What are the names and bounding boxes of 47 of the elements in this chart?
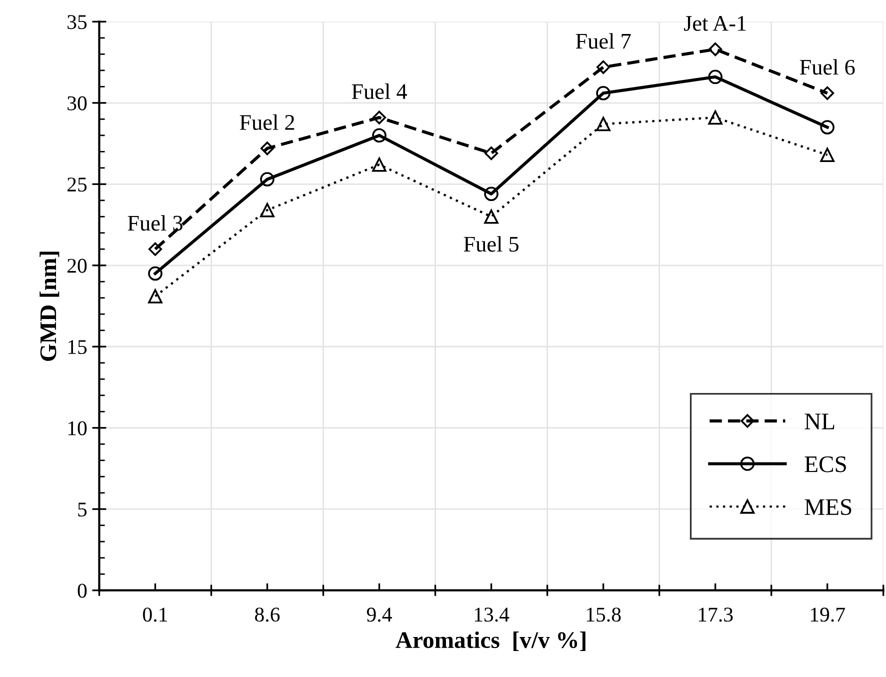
x-tick-label: 19.7 — [810, 608, 845, 622]
point — [820, 148, 834, 162]
x-tick-label: 0.1 — [143, 608, 168, 622]
x-tick-label: 17.3 — [698, 608, 733, 622]
legend-label: NL — [804, 414, 834, 430]
y-tick-label: 30 — [68, 96, 87, 110]
point — [484, 186, 498, 202]
point — [820, 120, 834, 134]
point — [260, 172, 274, 186]
annotation: Jet A-1 — [684, 16, 746, 31]
point — [708, 110, 722, 125]
y-tick-label: 25 — [68, 178, 87, 192]
annotation: Fuel 6 — [800, 59, 855, 75]
point — [260, 142, 274, 156]
point — [372, 110, 386, 124]
x-tick-label: 15.8 — [586, 608, 621, 622]
point — [260, 202, 274, 218]
x-tick-label: 9.4 — [366, 608, 392, 622]
annotation: Fuel 7 — [576, 33, 631, 49]
y-tick-label: 0 — [78, 584, 87, 598]
y-tick-label: 35 — [68, 15, 87, 30]
x-tick-label: 13.4 — [474, 608, 510, 622]
y-tick-label: 5 — [78, 502, 87, 517]
x-axis-title: Aromatics [v/v %] — [396, 631, 586, 651]
y-tick-label: 15 — [68, 340, 87, 354]
point — [596, 86, 610, 100]
point — [484, 209, 498, 224]
point — [148, 289, 162, 304]
point — [148, 266, 162, 281]
y-axis-title: GMD [nm] — [40, 252, 60, 361]
point — [596, 116, 610, 132]
y-tick-label: 20 — [68, 258, 87, 273]
legend-label: MES — [804, 499, 852, 516]
point — [148, 242, 162, 256]
annotation: Fuel 4 — [352, 83, 408, 100]
point — [596, 60, 610, 74]
y-tick-label: 10 — [68, 421, 87, 436]
annotation: Fuel 5 — [464, 236, 519, 252]
annotation: Fuel 2 — [240, 114, 294, 130]
point — [372, 157, 386, 172]
point — [372, 128, 386, 143]
point — [820, 86, 834, 100]
point — [484, 146, 498, 160]
point — [708, 42, 722, 56]
x-tick-label: 8.6 — [255, 608, 280, 622]
legend-label: ECS — [804, 456, 846, 472]
point — [708, 70, 722, 84]
